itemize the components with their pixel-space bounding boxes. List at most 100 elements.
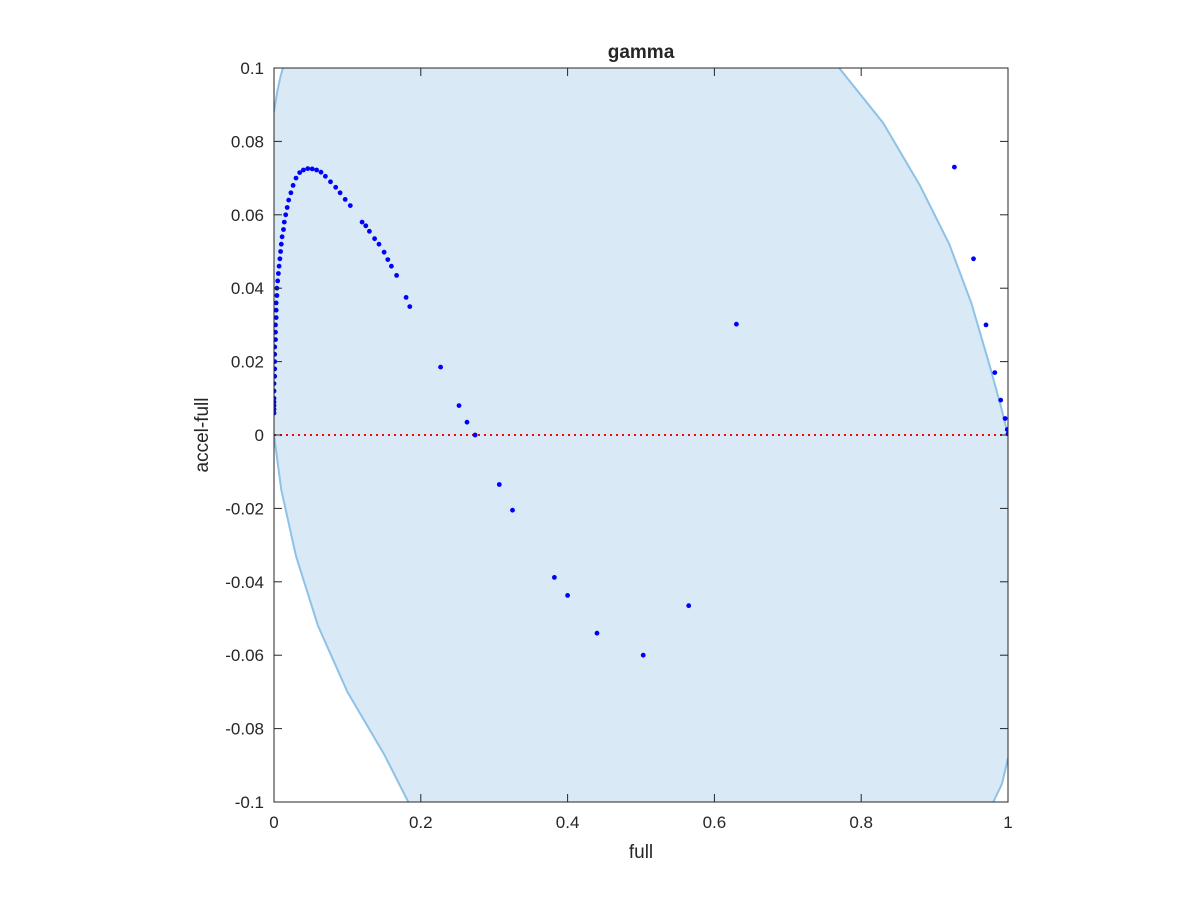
y-tick-label: 0.1 xyxy=(240,59,264,78)
data-point xyxy=(281,227,286,232)
data-point xyxy=(277,256,283,262)
data-point xyxy=(279,234,285,240)
data-point xyxy=(686,603,692,609)
data-point xyxy=(274,388,277,394)
data-point xyxy=(403,295,409,300)
data-point xyxy=(274,300,279,306)
y-tick-label: 0.06 xyxy=(231,206,264,225)
data-point xyxy=(274,399,277,405)
data-point xyxy=(278,241,284,247)
plot-area xyxy=(274,68,1008,802)
data-point xyxy=(281,219,287,225)
y-tick-label: 0.08 xyxy=(231,132,264,151)
data-point xyxy=(323,173,328,179)
data-points xyxy=(274,164,1008,658)
data-point xyxy=(288,190,294,196)
data-point xyxy=(293,175,299,181)
region-edge-left-lower xyxy=(274,434,410,802)
y-tick-label: -0.1 xyxy=(235,793,264,812)
x-tick-label: 0.6 xyxy=(703,813,727,832)
x-tick-label: 0.2 xyxy=(409,813,433,832)
region-edge-left-upper xyxy=(274,68,284,113)
data-point xyxy=(328,179,333,185)
y-tick-label: -0.04 xyxy=(225,573,264,592)
data-point xyxy=(376,241,382,247)
data-point xyxy=(274,395,277,401)
data-point xyxy=(275,278,281,284)
x-axis-title: full xyxy=(629,842,653,863)
data-point xyxy=(472,432,478,438)
data-point xyxy=(274,366,278,372)
y-tick-label: 0.04 xyxy=(231,279,264,298)
data-point xyxy=(274,351,278,357)
region-edge-right-lower xyxy=(992,757,1008,802)
data-point xyxy=(314,167,319,173)
data-point xyxy=(342,197,348,202)
data-point xyxy=(305,166,311,172)
data-point xyxy=(274,410,277,416)
data-point xyxy=(274,344,278,350)
x-tick-label: 0.4 xyxy=(556,813,580,832)
y-tick-label: -0.06 xyxy=(225,646,264,665)
data-point xyxy=(394,273,399,278)
y-axis-ticks: -0.1 -0.08 -0.06 -0.04 -0.02 0 0.02 0.04 0.06 0.0… xyxy=(225,59,1008,812)
data-point xyxy=(274,406,277,412)
data-point xyxy=(337,190,343,196)
data-point xyxy=(309,166,315,172)
data-point xyxy=(274,329,278,335)
data-point xyxy=(983,322,989,328)
data-point xyxy=(385,257,391,262)
data-point xyxy=(998,397,1004,403)
data-point xyxy=(407,304,413,309)
data-point xyxy=(333,184,339,190)
y-axis-title: accel-full xyxy=(192,398,213,473)
data-point xyxy=(276,263,282,269)
x-tick-label: 1 xyxy=(1003,813,1012,832)
data-point xyxy=(276,271,281,276)
data-point xyxy=(274,337,278,342)
data-point xyxy=(359,219,365,225)
data-point xyxy=(367,228,372,234)
data-point xyxy=(274,307,279,313)
y-tick-label: 0.02 xyxy=(231,353,264,372)
data-point xyxy=(274,293,280,298)
data-point xyxy=(274,403,277,408)
y-tick-label: -0.08 xyxy=(225,720,264,739)
data-point xyxy=(496,482,502,487)
data-point xyxy=(297,170,303,176)
data-point xyxy=(389,263,394,269)
data-point xyxy=(286,197,292,203)
data-point xyxy=(1004,427,1008,432)
x-tick-label: 0.8 xyxy=(849,813,873,832)
data-point xyxy=(952,164,957,170)
data-point xyxy=(284,205,290,210)
chart-title: gamma xyxy=(608,42,675,63)
data-point xyxy=(278,249,283,254)
data-point xyxy=(438,364,443,370)
data-point xyxy=(347,203,353,209)
data-point xyxy=(734,321,739,327)
data-point xyxy=(971,256,976,262)
data-point xyxy=(552,575,557,580)
data-point xyxy=(464,419,470,425)
data-point xyxy=(274,381,277,386)
data-point xyxy=(274,322,278,328)
data-point xyxy=(372,236,377,242)
data-point xyxy=(381,249,387,255)
data-point xyxy=(301,167,306,173)
data-point xyxy=(456,403,462,408)
data-point xyxy=(594,630,600,636)
data-point xyxy=(1002,416,1008,421)
data-point xyxy=(318,169,324,175)
data-point xyxy=(274,315,279,320)
data-point xyxy=(290,183,296,188)
data-point xyxy=(565,593,570,598)
y-tick-label: 0 xyxy=(255,426,264,445)
data-point xyxy=(283,212,289,218)
y-tick-label: -0.02 xyxy=(225,499,264,518)
data-point xyxy=(274,373,278,379)
x-tick-label: 0 xyxy=(269,813,278,832)
x-axis-ticks: 0 0.2 0.4 0.6 0.8 1 xyxy=(269,68,1013,832)
data-point xyxy=(510,507,515,513)
